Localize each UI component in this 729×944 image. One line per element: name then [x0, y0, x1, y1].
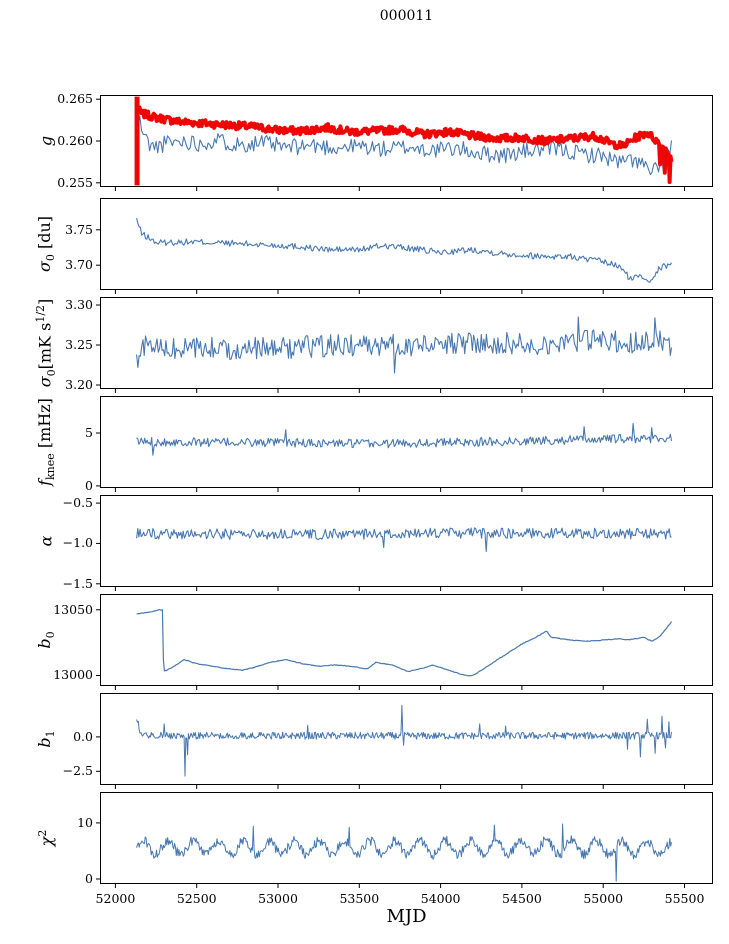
y-axis-label-segment: ] — [35, 298, 55, 305]
series-b1-line — [136, 704, 672, 777]
y-axis-label-sigma0-du: σ0 [du] — [35, 216, 57, 272]
xtick-label: 53000 — [258, 891, 298, 906]
panel-b1-plot — [96, 693, 713, 789]
axes-box — [100, 396, 713, 488]
ytick-label-alpha: −0.5 — [62, 495, 93, 511]
y-axis-label-sigma0-mks: σ0[mK s1/2] — [34, 299, 58, 388]
ytick-label-sigma0-mks: 3.20 — [65, 377, 93, 392]
axes-box — [100, 495, 713, 587]
ytick-label-fknee: 5 — [85, 425, 93, 440]
ytick-label-b1: −2.5 — [62, 763, 93, 779]
xtick-label: 54500 — [502, 891, 542, 906]
series-sigma0-du — [136, 217, 672, 283]
series-chi2-line — [136, 823, 672, 882]
panel-sigma0-mks-plot — [96, 297, 713, 393]
series-g-blue — [136, 115, 673, 176]
xtick-label: 55000 — [583, 891, 624, 906]
xtick-label: 53500 — [339, 891, 380, 906]
ytick-label-g: 0.265 — [57, 91, 93, 107]
axes-box — [100, 693, 713, 785]
y-axis-label-alpha: α — [37, 536, 56, 547]
series-sigma0-du-line — [136, 217, 672, 283]
y-axis-label-segment: f — [34, 479, 54, 486]
y-axis-label-segment: [mK s — [35, 322, 55, 370]
ytick-label-g: 0.255 — [57, 174, 93, 190]
series-b1 — [136, 704, 672, 777]
panel-sigma0-du — [94, 198, 719, 296]
panel-sigma0-du-plot — [96, 198, 713, 294]
panel-g-plot — [96, 95, 713, 191]
panel-b1 — [94, 693, 719, 791]
y-axis-label-segment: knee — [44, 453, 58, 480]
series-alpha-line — [136, 527, 672, 553]
series-sigma0-mks — [136, 316, 673, 374]
y-axis-label-segment: 1 — [44, 730, 58, 738]
x-axis-label: MJD — [386, 906, 427, 927]
series-b0-line — [136, 608, 673, 677]
xtick-label: 52500 — [176, 891, 217, 906]
ytick-label-sigma0-mks: 3.30 — [65, 297, 93, 312]
y-axis-label-segment: [du] — [34, 215, 54, 255]
y-axis-label-segment: g — [36, 135, 56, 147]
y-axis-label-segment: 2 — [35, 829, 49, 837]
y-axis-label-segment: α — [36, 535, 56, 547]
series-chi2 — [136, 823, 672, 882]
axes-box — [100, 594, 713, 686]
panel-fknee — [94, 396, 719, 494]
y-axis-label-segment: χ — [37, 836, 57, 847]
ytick-label-sigma0-du: 3.75 — [65, 221, 93, 237]
y-axis-label-segment: σ — [34, 261, 54, 273]
series-g-red — [134, 96, 674, 186]
y-axis-label-b0: b0 — [35, 631, 57, 648]
ytick-label-chi2: 10 — [77, 814, 93, 830]
y-axis-label-chi2: χ2 — [36, 830, 56, 847]
y-axis-label-segment: 1/2 — [34, 304, 48, 323]
panel-fknee-plot — [96, 396, 713, 492]
y-axis-label-segment: 0 — [44, 254, 58, 262]
panel-b0-plot — [96, 594, 713, 690]
panel-alpha — [94, 495, 719, 593]
xtick-label: 55500 — [664, 891, 705, 906]
ytick-label-sigma0-du: 3.70 — [65, 257, 93, 273]
y-axis-label-b1: b1 — [35, 730, 57, 747]
y-axis-label-segment: 0 — [44, 631, 58, 639]
series-fknee — [136, 422, 673, 456]
axes-box — [100, 95, 713, 187]
axes-box — [100, 198, 713, 290]
panel-b0 — [94, 594, 719, 692]
ytick-label-alpha: −1.5 — [62, 575, 93, 591]
ytick-label-sigma0-mks: 3.25 — [65, 337, 93, 352]
axes-box — [100, 792, 713, 884]
series-fknee-line — [136, 422, 673, 456]
series-alpha — [136, 527, 672, 553]
y-axis-label-fknee: fknee [mHz] — [35, 398, 57, 486]
series-sigma0-mks-line — [136, 316, 673, 374]
panel-chi2 — [94, 792, 719, 890]
panel-g — [94, 95, 719, 193]
panel-alpha-plot — [96, 495, 713, 591]
series-b0 — [136, 608, 673, 677]
panel-sigma0-mks — [94, 297, 719, 395]
ytick-label-b0: 13000 — [53, 667, 93, 683]
panel-chi2-plot — [96, 792, 713, 888]
xtick-label: 54000 — [420, 891, 461, 906]
xtick-label: 52000 — [95, 891, 136, 906]
axes-box — [100, 297, 713, 389]
ytick-label-b1: 0.0 — [73, 728, 93, 744]
y-axis-label-g: g — [37, 136, 56, 146]
ytick-label-g: 0.260 — [57, 133, 93, 148]
ytick-label-b0: 13050 — [53, 601, 93, 617]
y-axis-label-segment: b — [34, 638, 54, 649]
series-g-blue-line — [136, 115, 673, 176]
ytick-label-fknee: 0 — [85, 477, 93, 493]
ytick-label-chi2: 0 — [85, 870, 93, 886]
chart-title: 000011 — [379, 8, 434, 24]
series-g-red-line — [134, 105, 674, 184]
y-axis-label-segment: σ — [35, 376, 55, 388]
y-axis-label-segment: b — [34, 737, 54, 748]
ytick-label-alpha: −1.0 — [62, 535, 93, 551]
y-axis-label-segment: 0 — [44, 369, 58, 377]
y-axis-label-segment: [mHz] — [34, 398, 54, 454]
